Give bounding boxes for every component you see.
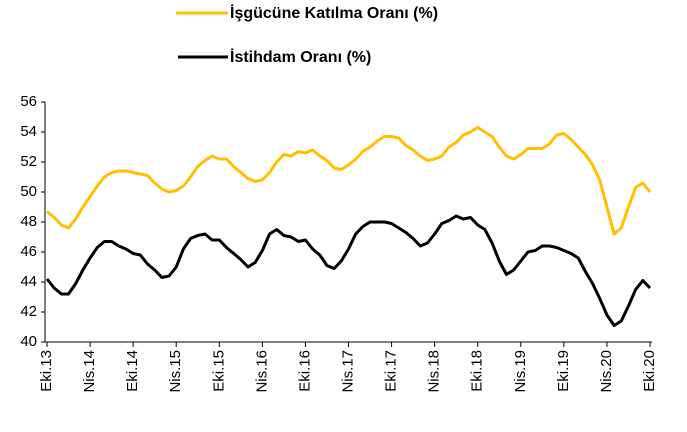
x-tick-label: Eki.14 xyxy=(124,350,141,392)
x-tick-label: Nis.14 xyxy=(81,350,98,393)
x-tick-label: Nis.18 xyxy=(426,350,443,393)
y-tick-label: 46 xyxy=(20,243,37,260)
x-tick-label: Eki.15 xyxy=(210,350,227,392)
legend-label: İstihdam Oranı (%) xyxy=(230,48,371,66)
y-tick-label: 44 xyxy=(20,273,37,290)
y-tick-label: 42 xyxy=(20,303,37,320)
x-tick-label: Eki.16 xyxy=(296,350,313,392)
legend-label: İşgücüne Katılma Oranı (%) xyxy=(230,4,438,22)
x-tick-label: Nis.16 xyxy=(253,350,270,393)
x-tick-label: Eki.13 xyxy=(38,350,55,392)
series-line xyxy=(45,214,652,327)
series-line xyxy=(46,126,652,236)
x-tick-label: Eki.20 xyxy=(641,350,658,392)
x-tick-label: Nis.15 xyxy=(167,350,184,393)
y-tick-label: 48 xyxy=(20,213,37,230)
y-tick-label: 54 xyxy=(20,123,37,140)
y-tick-label: 50 xyxy=(20,183,37,200)
x-tick-label: Nis.20 xyxy=(598,350,615,393)
x-tick-label: Eki.17 xyxy=(383,350,400,392)
x-tick-label: Eki.19 xyxy=(555,350,572,392)
y-tick-label: 40 xyxy=(20,333,37,350)
y-tick-label: 52 xyxy=(20,153,37,170)
x-tick-label: Nis.19 xyxy=(512,350,529,393)
x-tick-label: Nis.17 xyxy=(339,350,356,393)
y-tick-label: 56 xyxy=(20,93,37,110)
x-tick-label: Eki.18 xyxy=(469,350,486,392)
